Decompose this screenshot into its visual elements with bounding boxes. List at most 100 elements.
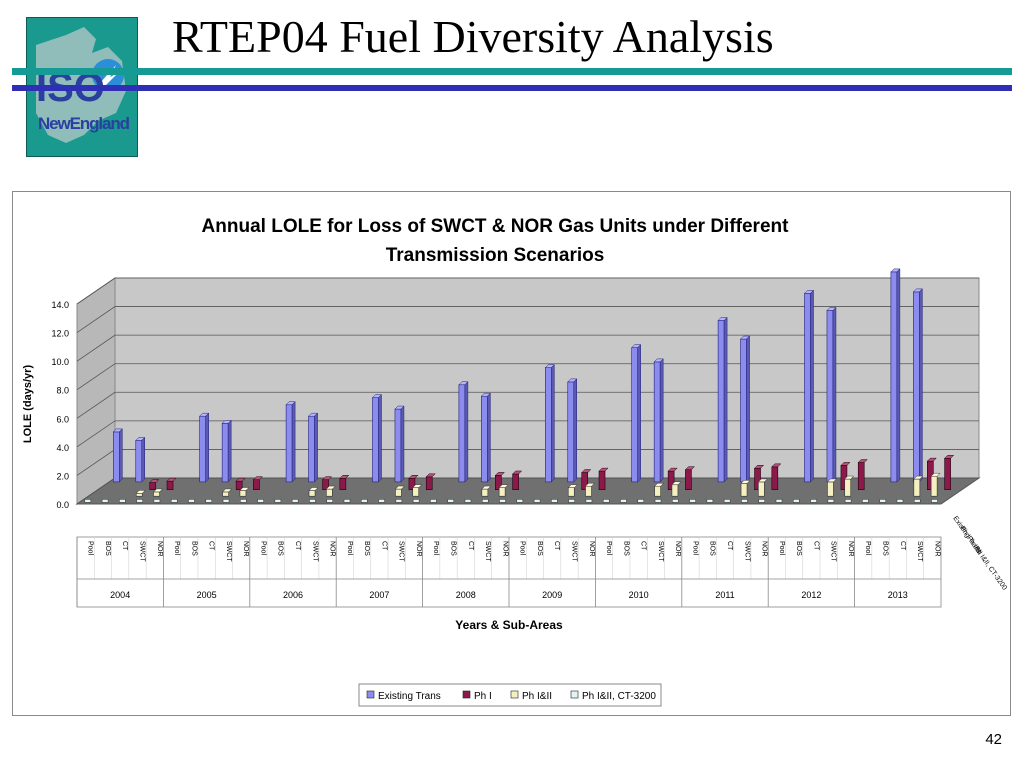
existing-trans-bar-side (551, 364, 555, 483)
ph12-bar-top (584, 482, 596, 487)
existing-trans-bar (221, 423, 229, 483)
ct3200-bar (101, 499, 109, 503)
ph12-bar (308, 490, 316, 497)
ph12-bar (326, 488, 333, 497)
existing-trans-bar (199, 415, 206, 483)
ph12-bar (498, 487, 506, 497)
ct3200-bar (464, 499, 472, 503)
legend-label: Ph I&II, CT-3200 (582, 691, 656, 702)
ph1-bar (149, 482, 157, 490)
ph12-bar-top (152, 488, 164, 493)
ph1-bar-top (598, 467, 609, 472)
ct3200-bar (412, 499, 420, 503)
subarea-label: BOS (882, 541, 889, 556)
y-tick-label: 6.0 (56, 414, 69, 424)
ct3200-bar (775, 499, 783, 503)
subarea-label: SWCT (138, 541, 145, 562)
existing-trans-bar-side (919, 288, 923, 483)
existing-trans-bar-side (119, 428, 123, 483)
ct3200-bar (844, 499, 852, 503)
ph1-bar-top (512, 470, 523, 475)
chart-frame: Annual LOLE for Loss of SWCT & NOR Gas U… (12, 191, 1011, 716)
ct3200-bar (499, 499, 506, 503)
ph1-bar (598, 470, 606, 490)
ph12-bar (153, 491, 160, 497)
existing-trans-bar-side (723, 316, 728, 483)
ct3200-bar (326, 499, 333, 503)
subarea-label: SWCT (916, 541, 923, 562)
existing-trans-bar (372, 397, 379, 483)
ct3200-bar (689, 499, 696, 503)
ct3200-bar (240, 499, 247, 503)
subarea-label: NOR (242, 541, 249, 557)
subarea-label: NOR (761, 541, 768, 557)
existing-trans-bar-side (487, 392, 491, 483)
existing-trans-bar-side (378, 394, 382, 483)
subarea-label: Pool (605, 541, 612, 555)
ph12-bar (913, 478, 921, 497)
ct3200-bar (672, 499, 679, 503)
subarea-label: BOS (622, 541, 629, 556)
existing-trans-bar-side (810, 289, 814, 483)
ph1-bar-top (667, 467, 678, 472)
ph1-bar (425, 476, 433, 491)
ct3200-bar (136, 499, 143, 503)
existing-trans-bar (308, 415, 315, 483)
ph1-bar-top (771, 463, 782, 468)
existing-trans-bar-side (464, 381, 469, 483)
legend-swatch (570, 690, 579, 699)
ct3200-bar (620, 499, 627, 503)
y-tick-label: 14.0 (51, 300, 69, 310)
ct3200-bar (793, 499, 800, 503)
ph1-bar-top (425, 473, 436, 478)
ct3200-bar (585, 499, 593, 503)
subarea-label: NOR (674, 541, 681, 557)
legend-label: Existing Trans (378, 691, 441, 702)
ph12-bar-top (481, 485, 492, 490)
legend-label: Ph I (474, 691, 492, 702)
gridline (76, 420, 979, 448)
year-label: 2008 (456, 590, 476, 600)
existing-trans-bar (740, 338, 747, 483)
ph12-bar-top (740, 480, 751, 484)
existing-trans-bar-side (400, 405, 405, 483)
year-label: 2013 (888, 590, 908, 600)
subarea-label: NOR (415, 541, 422, 557)
existing-trans-bar (890, 271, 898, 483)
ct3200-bar (706, 499, 714, 503)
gridline (76, 334, 979, 362)
existing-trans-bar (544, 367, 552, 483)
ct3200-bar (551, 499, 558, 503)
subarea-label: Pool (691, 541, 698, 555)
ph1-bar-top (857, 459, 868, 463)
subarea-label: NOR (156, 541, 163, 557)
ph1-bar (253, 479, 260, 491)
gridline (76, 363, 979, 391)
y-tick-label: 10.0 (51, 357, 69, 367)
ph12-bar-top (826, 478, 838, 483)
subarea-label: CT (726, 541, 733, 551)
ct3200-bar (309, 499, 316, 503)
existing-trans-bar (285, 404, 293, 483)
ct3200-bar (361, 499, 368, 503)
ph1-bar (166, 480, 174, 490)
year-label: 2012 (801, 590, 821, 600)
subarea-label: Pool (432, 541, 439, 555)
ph12-bar-top (135, 490, 146, 494)
ph1-bar (857, 462, 865, 490)
ct3200-bar (119, 499, 126, 503)
subarea-label: NOR (588, 541, 595, 557)
subarea-label: BOS (277, 541, 284, 556)
ph1-bar (512, 473, 519, 491)
ph1-bar-top (684, 466, 696, 470)
existing-trans-bar (653, 361, 661, 483)
slide-title: RTEP04 Fuel Diversity Analysis (172, 11, 774, 62)
ph1-bar-top (321, 476, 333, 480)
ph1-bar-top (926, 457, 937, 462)
ph12-bar (930, 475, 938, 497)
ct3200-bar (654, 499, 662, 503)
ph12-bar (135, 493, 143, 497)
subarea-label: CT (208, 541, 215, 551)
ph12-bar (827, 481, 834, 497)
subarea-label: BOS (104, 541, 111, 556)
